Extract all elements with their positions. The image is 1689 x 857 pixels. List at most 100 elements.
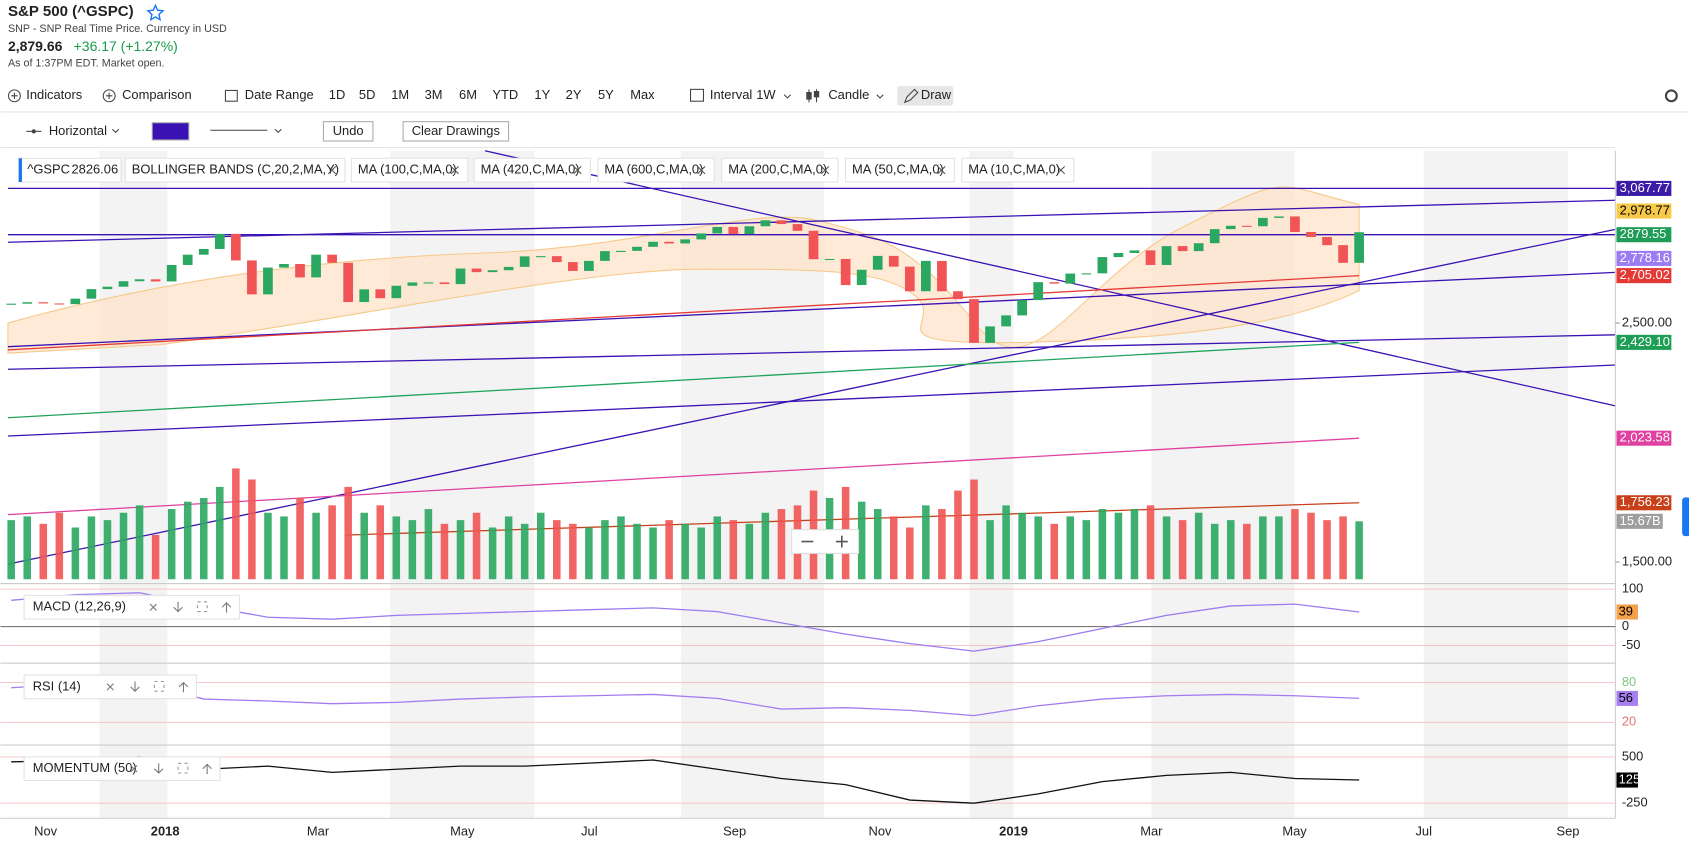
- toolbar-item[interactable]: 1M: [391, 87, 409, 102]
- legend-chip[interactable]: [350, 157, 469, 183]
- draw-button[interactable]: [897, 86, 954, 106]
- candle-body: [888, 255, 899, 267]
- candle-body: [1209, 229, 1220, 244]
- legend-chip[interactable]: [473, 157, 591, 183]
- legend-study[interactable]: BOLLINGER BANDS (C,20,2,MA,Y): [132, 162, 339, 177]
- clear-button[interactable]: [402, 121, 510, 142]
- chart-style[interactable]: Candle: [828, 87, 869, 102]
- price-badge-label: 2,778.16: [1620, 250, 1670, 265]
- remove-study[interactable]: [937, 165, 946, 175]
- watch-star[interactable]: [146, 3, 165, 22]
- interval-value[interactable]: 1W: [756, 87, 776, 102]
- legend-chip[interactable]: [845, 157, 955, 183]
- candle-body: [808, 230, 819, 260]
- panel-up[interactable]: [221, 602, 232, 613]
- toolbar-item[interactable]: 6M: [459, 87, 477, 102]
- indicator-line: [11, 681, 1360, 717]
- panel-expand[interactable]: [153, 680, 165, 692]
- settings-icon[interactable]: [1664, 89, 1678, 103]
- volume-bar: [1243, 523, 1251, 580]
- legend-chip[interactable]: [124, 157, 346, 183]
- volume-bar: [553, 520, 561, 580]
- candle-body: [1113, 253, 1124, 258]
- panel-expand[interactable]: [196, 601, 208, 613]
- interval-label[interactable]: Interval: [710, 87, 752, 102]
- legend-study[interactable]: MA (600,C,MA,0): [604, 162, 703, 177]
- toolbar-item[interactable]: 5D: [359, 87, 376, 102]
- toolbar-item[interactable]: Comparison: [122, 87, 192, 102]
- toolbar-item[interactable]: Date Range: [245, 87, 314, 102]
- clear-label[interactable]: Clear Drawings: [412, 123, 500, 138]
- volume-bar: [199, 497, 208, 580]
- toolbar-item[interactable]: Max: [630, 87, 655, 102]
- plot-area: [6, 150, 1616, 819]
- volume-bar: [376, 505, 385, 580]
- side-tab[interactable]: [1682, 497, 1689, 537]
- volume-bar: [697, 527, 705, 580]
- volume-bar: [1034, 516, 1042, 580]
- panel-up[interactable]: [178, 681, 189, 693]
- candle-body: [1274, 216, 1284, 218]
- panel-tick-label: 80: [1622, 674, 1636, 689]
- toolbar-item[interactable]: 1D: [329, 87, 346, 102]
- price-badge: [1616, 227, 1672, 243]
- volume-bar: [360, 512, 368, 580]
- toolbar-item[interactable]: 1Y: [534, 87, 550, 102]
- price-badge-label: 2,978.77: [1620, 202, 1670, 217]
- candle-body: [648, 241, 658, 247]
- panel-down[interactable]: [130, 681, 140, 692]
- remove-study[interactable]: [697, 165, 706, 175]
- candle-body: [712, 226, 723, 234]
- candle-body: [1145, 250, 1156, 265]
- undo-label[interactable]: Undo: [333, 123, 364, 138]
- volume-bar: [857, 501, 866, 580]
- panel-close[interactable]: [149, 603, 157, 611]
- toolbar-item[interactable]: Indicators: [26, 87, 82, 102]
- legend-study[interactable]: MA (100,C,MA,0): [358, 162, 457, 177]
- drawn-line: [7, 228, 1616, 565]
- legend-chip[interactable]: [721, 157, 839, 183]
- candle-body: [776, 220, 787, 225]
- panel-close[interactable]: [106, 683, 114, 691]
- panel-expand[interactable]: [177, 762, 189, 774]
- panel-down[interactable]: [173, 601, 183, 613]
- volume-bar: [1323, 520, 1331, 580]
- remove-study[interactable]: [820, 165, 830, 175]
- legend-study[interactable]: MA (50,C,MA,0): [852, 162, 944, 177]
- toolbar-item[interactable]: 2Y: [566, 87, 582, 102]
- legend-chip[interactable]: [961, 157, 1075, 183]
- volume-bar: [713, 516, 722, 580]
- panel-up[interactable]: [202, 763, 212, 775]
- color-swatch[interactable]: [151, 122, 190, 141]
- candle-body: [519, 256, 530, 267]
- toolbar-item[interactable]: 3M: [425, 87, 443, 102]
- volume-bar: [1018, 512, 1026, 580]
- volume-bar: [520, 523, 529, 580]
- remove-study[interactable]: [327, 165, 337, 175]
- legend-study[interactable]: MA (420,C,MA,0): [481, 162, 580, 177]
- drawing-tool[interactable]: Horizontal: [49, 123, 107, 138]
- draw-label[interactable]: Draw: [921, 87, 952, 102]
- volume-bar: [1339, 516, 1347, 580]
- candle-body: [953, 291, 963, 300]
- zoom-in[interactable]: [835, 535, 848, 548]
- price-badge: [1616, 250, 1672, 266]
- candle-body: [487, 270, 498, 273]
- panel-tick-label: -50: [1622, 637, 1641, 652]
- panel-label: MOMENTUM (50): [33, 760, 137, 775]
- panel-down[interactable]: [153, 763, 164, 774]
- panel-label: MACD (12,26,9): [33, 599, 126, 614]
- undo-button[interactable]: [322, 121, 374, 142]
- remove-study[interactable]: [450, 165, 459, 175]
- legend-chip[interactable]: [597, 157, 715, 183]
- panel-close[interactable]: [130, 765, 138, 773]
- toolbar-item[interactable]: YTD: [492, 87, 518, 102]
- volume-bar: [344, 486, 352, 580]
- legend-study[interactable]: MA (200,C,MA,0): [728, 162, 827, 177]
- month-shade: [1423, 150, 1568, 819]
- legend-study[interactable]: MA (10,C,MA,0): [968, 162, 1060, 177]
- toolbar-item[interactable]: 5Y: [598, 87, 614, 102]
- remove-study[interactable]: [1056, 165, 1066, 175]
- price-badge: [1616, 180, 1672, 196]
- remove-study[interactable]: [573, 165, 582, 175]
